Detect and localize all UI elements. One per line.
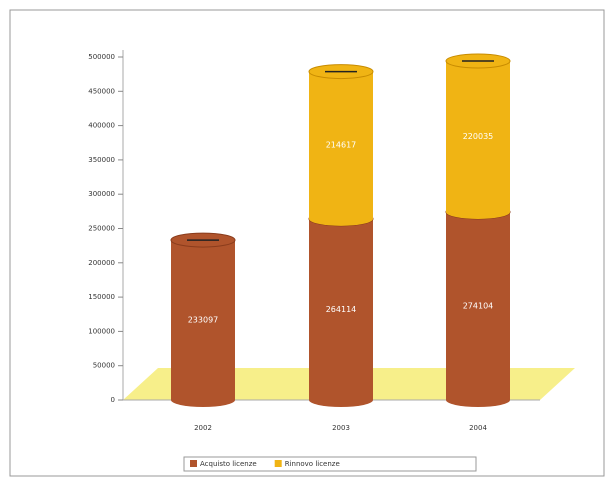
bar bbox=[309, 71, 373, 219]
y-tick-label: 200000 bbox=[88, 259, 115, 267]
frame bbox=[9, 9, 605, 477]
y-tick-label: 450000 bbox=[88, 87, 115, 95]
legend-label: Acquisto licenze bbox=[200, 460, 257, 468]
value-label: 220035 bbox=[463, 132, 494, 141]
value-label: 214617 bbox=[326, 141, 357, 150]
y-tick-label: 300000 bbox=[88, 190, 115, 198]
bar bbox=[309, 218, 373, 400]
y-tick-label: 250000 bbox=[88, 225, 115, 233]
legend bbox=[183, 456, 477, 472]
y-tick-label: 400000 bbox=[88, 122, 115, 130]
y-tick-label: 50000 bbox=[93, 362, 115, 370]
y-tick-label: 350000 bbox=[88, 156, 115, 164]
y-tick-label: 0 bbox=[111, 396, 115, 404]
value-label: 233097 bbox=[188, 316, 219, 325]
x-tick-label: 2002 bbox=[194, 424, 212, 432]
value-label: 274104 bbox=[463, 301, 494, 310]
legend-swatch bbox=[274, 460, 282, 467]
y-tick-label: 100000 bbox=[88, 327, 115, 335]
y-tick-label: 500000 bbox=[88, 53, 115, 61]
bar bbox=[446, 211, 510, 400]
legend-swatch bbox=[190, 460, 197, 467]
bar bbox=[446, 61, 510, 212]
bar bbox=[171, 240, 235, 400]
x-tick-label: 2004 bbox=[469, 424, 487, 432]
x-tick-label: 2003 bbox=[332, 424, 350, 432]
y-tick-label: 150000 bbox=[88, 293, 115, 301]
legend-label: Rinnovo licenze bbox=[285, 460, 340, 468]
value-label: 264114 bbox=[326, 305, 357, 314]
